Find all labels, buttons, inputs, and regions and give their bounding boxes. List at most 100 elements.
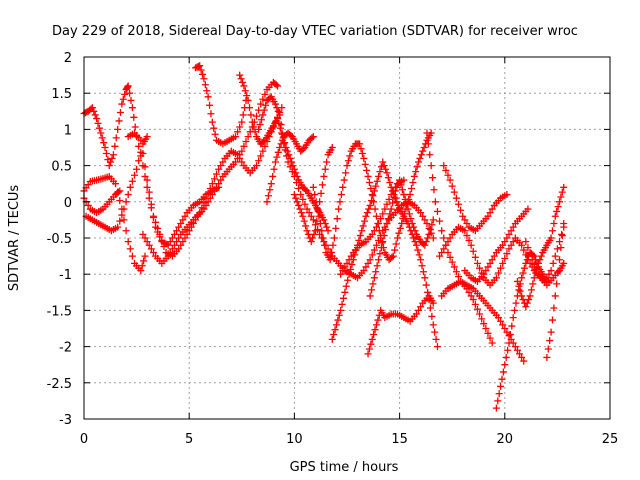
- data-point: [424, 234, 432, 242]
- data-point: [253, 162, 261, 170]
- data-point: [313, 217, 321, 225]
- data-point: [357, 145, 365, 153]
- data-point: [369, 192, 377, 200]
- data-point: [417, 303, 425, 311]
- data-point: [138, 262, 146, 270]
- data-point: [379, 210, 387, 218]
- data-point: [255, 125, 263, 133]
- data-point: [344, 157, 352, 165]
- data-point: [553, 245, 561, 253]
- data-point: [424, 140, 432, 148]
- data-point: [360, 154, 368, 162]
- data-point: [417, 151, 425, 159]
- data-point: [348, 261, 356, 269]
- data-point: [530, 274, 538, 282]
- data-point: [114, 223, 122, 231]
- data-point: [423, 129, 431, 137]
- data-point: [170, 230, 178, 238]
- data-point: [299, 212, 307, 220]
- data-point: [432, 335, 440, 343]
- data-point: [452, 268, 460, 276]
- data-point: [95, 124, 103, 132]
- data-point: [297, 209, 305, 217]
- data-point: [372, 212, 380, 220]
- data-point: [379, 158, 387, 166]
- data-point: [332, 224, 340, 232]
- data-point: [124, 238, 132, 246]
- data-point: [267, 180, 275, 188]
- data-point: [278, 136, 286, 144]
- data-point: [88, 104, 96, 112]
- data-point: [557, 193, 565, 201]
- data-point: [124, 82, 132, 90]
- data-marks: [80, 62, 568, 412]
- data-point: [416, 154, 424, 162]
- data-point: [341, 288, 349, 296]
- data-point: [534, 259, 542, 267]
- data-point: [497, 317, 505, 325]
- data-point: [127, 96, 135, 104]
- y-axis-label: SDTVAR / TECUs: [7, 185, 22, 292]
- data-point: [277, 121, 285, 129]
- data-point: [376, 168, 384, 176]
- data-point: [181, 234, 189, 242]
- data-point: [173, 238, 181, 246]
- data-point: [283, 152, 291, 160]
- data-point: [292, 169, 300, 177]
- data-point: [345, 270, 353, 278]
- data-point: [461, 216, 469, 224]
- data-point: [236, 71, 244, 79]
- data-point: [389, 199, 397, 207]
- data-point: [525, 296, 533, 304]
- data-point: [333, 215, 341, 223]
- data-point: [173, 227, 181, 235]
- data-point: [323, 223, 331, 231]
- data-point: [551, 212, 559, 220]
- data-point: [446, 176, 454, 184]
- series-arc-21: [461, 205, 532, 285]
- data-point: [210, 124, 218, 132]
- data-point: [237, 75, 245, 83]
- data-point: [257, 152, 265, 160]
- data-point: [471, 253, 479, 261]
- data-point: [382, 226, 390, 234]
- data-point: [505, 332, 513, 340]
- data-point: [419, 147, 427, 155]
- data-point: [372, 268, 380, 276]
- data-point: [183, 230, 191, 238]
- data-point: [412, 310, 420, 318]
- data-point: [543, 274, 551, 282]
- data-point: [370, 187, 378, 195]
- data-point: [476, 310, 484, 318]
- data-point: [123, 83, 131, 91]
- data-point: [210, 187, 218, 195]
- data-point: [236, 154, 244, 162]
- data-point: [139, 150, 147, 158]
- data-point: [147, 245, 155, 253]
- data-point: [276, 144, 284, 151]
- data-point: [358, 150, 366, 158]
- data-point: [424, 288, 432, 296]
- data-point: [482, 267, 490, 275]
- data-point: [207, 110, 215, 118]
- data-point: [518, 353, 526, 361]
- series-arc-13: [328, 158, 441, 351]
- data-point: [498, 375, 506, 383]
- data-point: [315, 212, 323, 220]
- data-point: [360, 267, 368, 275]
- data-point: [377, 215, 385, 223]
- data-point: [293, 198, 301, 206]
- series-arc-06: [139, 104, 286, 267]
- data-point: [505, 230, 513, 238]
- data-point: [516, 350, 524, 358]
- data-point: [143, 238, 151, 246]
- data-point: [311, 227, 319, 235]
- data-point: [287, 131, 295, 139]
- data-point: [560, 220, 568, 228]
- data-point: [277, 140, 285, 148]
- data-point: [473, 305, 481, 313]
- data-point: [486, 334, 494, 342]
- data-point: [394, 201, 402, 209]
- x-tick-label: 5: [185, 432, 193, 447]
